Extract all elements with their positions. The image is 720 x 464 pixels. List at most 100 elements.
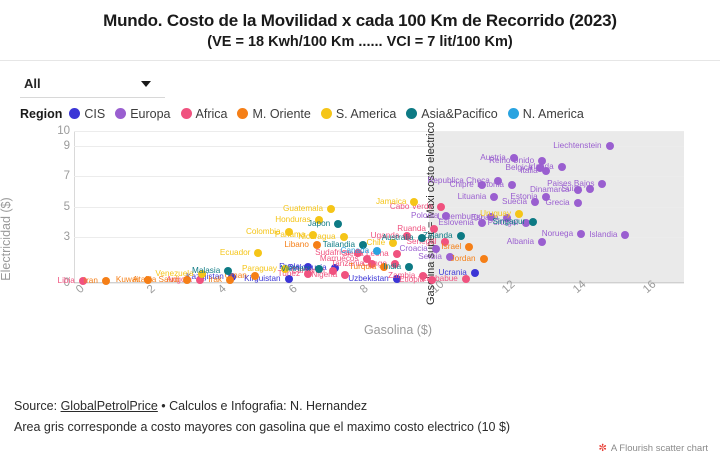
scatter-point[interactable]: [304, 270, 313, 279]
scatter-point[interactable]: [440, 238, 449, 247]
scatter-point[interactable]: [428, 275, 437, 284]
scatter-point[interactable]: [101, 277, 110, 286]
legend-item-cis[interactable]: CIS: [69, 107, 105, 121]
scatter-point[interactable]: [456, 232, 465, 241]
source-link[interactable]: GlobalPetrolPrice: [60, 399, 158, 413]
y-axis-tick: 0: [63, 276, 70, 289]
scatter-point[interactable]: [538, 237, 547, 246]
scatter-point[interactable]: [557, 163, 566, 172]
region-filter-select[interactable]: All: [20, 71, 165, 98]
scatter-point[interactable]: [465, 242, 474, 251]
scatter-point[interactable]: [328, 267, 337, 276]
scatter-point[interactable]: [359, 240, 368, 249]
scatter-point[interactable]: [224, 267, 233, 276]
scatter-point[interactable]: [390, 260, 399, 269]
scatter-point[interactable]: [529, 217, 538, 226]
scatter-point[interactable]: [621, 231, 630, 240]
scatter-point[interactable]: [362, 255, 371, 264]
scatter-point[interactable]: [144, 275, 153, 284]
scatter-point[interactable]: [445, 252, 454, 261]
scatter-point[interactable]: [197, 270, 206, 279]
point-label: Venezuela: [155, 269, 194, 279]
scatter-point[interactable]: [417, 233, 426, 242]
source-prefix: Source:: [14, 399, 61, 413]
point-label: Kazajistan: [186, 272, 224, 282]
point-label: Liechtenstein: [553, 140, 602, 150]
scatter-point[interactable]: [327, 204, 336, 213]
y-axis-tick: 10: [57, 124, 70, 137]
footer-notes: Source: GlobalPetrolPrice • Calculos e I…: [14, 396, 510, 437]
scatter-point[interactable]: [281, 264, 290, 273]
scatter-point[interactable]: [477, 181, 486, 190]
scatter-point[interactable]: [541, 166, 550, 175]
scatter-point[interactable]: [477, 218, 486, 227]
legend-item-s-america[interactable]: S. America: [320, 107, 396, 121]
scatter-point[interactable]: [486, 213, 495, 222]
scatter-point[interactable]: [470, 269, 479, 278]
legend-swatch-icon: [180, 108, 192, 120]
scatter-point[interactable]: [373, 246, 382, 255]
scatter-point[interactable]: [538, 156, 547, 165]
scatter-point[interactable]: [410, 198, 419, 207]
scatter-point[interactable]: [573, 185, 582, 194]
scatter-point[interactable]: [403, 232, 412, 241]
scatter-point[interactable]: [226, 275, 235, 284]
scatter-point[interactable]: [304, 262, 313, 271]
scatter-point[interactable]: [250, 271, 259, 280]
scatter-point[interactable]: [479, 255, 488, 264]
scatter-point[interactable]: [389, 239, 398, 248]
scatter-point[interactable]: [586, 185, 595, 194]
scatter-point[interactable]: [195, 276, 204, 285]
scatter-point[interactable]: [598, 179, 607, 188]
scatter-point[interactable]: [522, 219, 531, 228]
scatter-point[interactable]: [419, 271, 428, 280]
scatter-point[interactable]: [309, 231, 318, 240]
scatter-point[interactable]: [431, 245, 440, 254]
scatter-point[interactable]: [442, 212, 451, 221]
scatter-point[interactable]: [531, 198, 540, 207]
legend-item-asia-pacifico[interactable]: Asia&Pacifico: [406, 107, 498, 121]
scatter-point[interactable]: [515, 210, 524, 219]
point-label: Estonia: [510, 191, 538, 201]
legend-item-n-america[interactable]: N. America: [507, 107, 584, 121]
point-label: Zelanda: [422, 231, 453, 241]
scatter-point[interactable]: [380, 263, 389, 272]
scatter-point[interactable]: [312, 241, 321, 250]
scatter-point[interactable]: [284, 227, 293, 236]
scatter-point[interactable]: [183, 275, 192, 284]
x-axis-tick: 8: [357, 282, 371, 296]
scatter-point[interactable]: [353, 248, 362, 257]
scatter-point[interactable]: [493, 176, 502, 185]
legend-item-m-oriente[interactable]: M. Oriente: [237, 107, 311, 121]
point-label: Ecuador: [219, 247, 251, 257]
scatter-point[interactable]: [509, 153, 518, 162]
scatter-point[interactable]: [284, 274, 293, 283]
legend-item-africa[interactable]: Africa: [180, 107, 227, 121]
scatter-point[interactable]: [392, 274, 401, 283]
legend-item-europa[interactable]: Europa: [115, 107, 171, 121]
scatter-point[interactable]: [429, 225, 438, 234]
point-label: Uganda: [370, 231, 400, 241]
scatter-point[interactable]: [461, 274, 470, 283]
scatter-point[interactable]: [490, 193, 499, 202]
scatter-point[interactable]: [502, 213, 511, 222]
scatter-point[interactable]: [367, 260, 376, 269]
scatter-point[interactable]: [341, 270, 350, 279]
scatter-point[interactable]: [541, 192, 550, 201]
scatter-point[interactable]: [314, 216, 323, 225]
scatter-point[interactable]: [507, 180, 516, 189]
scatter-point[interactable]: [334, 220, 343, 229]
scatter-point[interactable]: [78, 277, 87, 286]
scatter-point[interactable]: [339, 232, 348, 241]
scatter-point[interactable]: [392, 250, 401, 259]
scatter-point[interactable]: [437, 203, 446, 212]
scatter-point[interactable]: [573, 198, 582, 207]
flourish-credit[interactable]: ✼ A Flourish scatter chart: [598, 443, 708, 454]
scatter-point[interactable]: [254, 248, 263, 257]
scatter-point[interactable]: [536, 163, 545, 172]
point-label: Cabo Verde: [389, 202, 434, 212]
scatter-point[interactable]: [605, 141, 614, 150]
scatter-point[interactable]: [577, 229, 586, 238]
scatter-point[interactable]: [314, 264, 323, 273]
scatter-point[interactable]: [405, 263, 414, 272]
